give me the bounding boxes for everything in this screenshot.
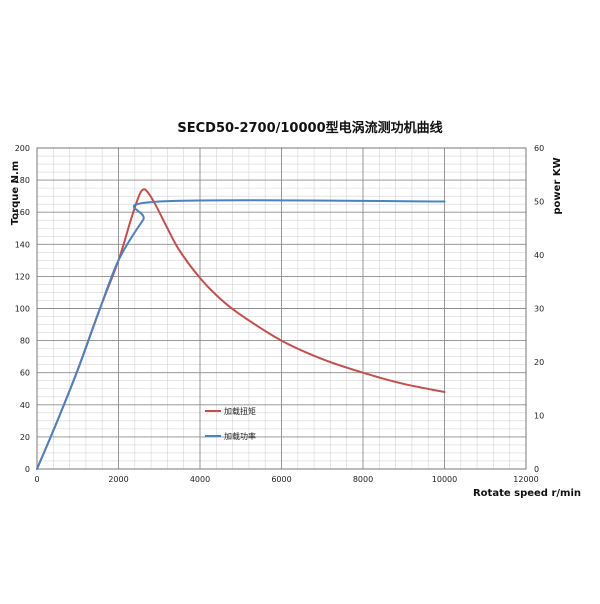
y-left-tick-label: 120 <box>15 272 30 281</box>
series-line-power <box>36 199 446 470</box>
x-tick-label: 10000 <box>432 475 457 484</box>
x-tick-label: 0 <box>34 475 39 484</box>
x-tick-label: 4000 <box>190 475 210 484</box>
y-left-tick-label: 140 <box>15 240 30 249</box>
y-right-tick-label: 10 <box>534 412 544 421</box>
legend-label-torque: 加载扭矩 <box>224 406 256 416</box>
y-right-tick-label: 20 <box>534 358 544 367</box>
y-right-tick-label: 60 <box>534 144 544 153</box>
plot-area-border <box>36 147 527 470</box>
y-right-tick-label: 50 <box>534 198 544 207</box>
y-left-tick-label: 160 <box>15 208 30 217</box>
y-right-tick-label: 30 <box>534 305 544 314</box>
y-left-tick-label: 200 <box>15 144 30 153</box>
y-left-tick-label: 100 <box>15 305 30 314</box>
y-left-tick-label: 80 <box>20 337 30 346</box>
series-layer <box>36 188 446 470</box>
y-axis-left-title: Torque N.m <box>10 161 21 225</box>
y-right-tick-label: 0 <box>534 465 539 474</box>
legend-label-power: 加载功率 <box>224 431 256 441</box>
y-left-tick-label: 20 <box>20 433 30 442</box>
y-axis-right-title: power KW <box>552 157 563 214</box>
y-left-tick-label: 60 <box>20 369 30 378</box>
chart-title: SECD50-2700/10000型电涡流测功机曲线 <box>177 120 442 136</box>
x-axis-title: Rotate speed r/min <box>473 488 581 499</box>
y-left-tick-label: 180 <box>15 176 30 185</box>
y-left-tick-label: 0 <box>25 465 30 474</box>
x-tick-label: 2000 <box>108 475 128 484</box>
x-tick-label: 12000 <box>513 475 538 484</box>
y-left-tick-label: 40 <box>20 401 30 410</box>
x-tick-label: 8000 <box>353 475 373 484</box>
tick-labels: 0 2000 4000 6000 8000 10000 120000204060801001… <box>15 144 544 484</box>
plot-frame <box>36 147 527 470</box>
legend: 加载扭矩 加载功率 <box>205 406 256 441</box>
x-tick-label: 6000 <box>271 475 291 484</box>
y-right-tick-label: 40 <box>534 251 544 260</box>
